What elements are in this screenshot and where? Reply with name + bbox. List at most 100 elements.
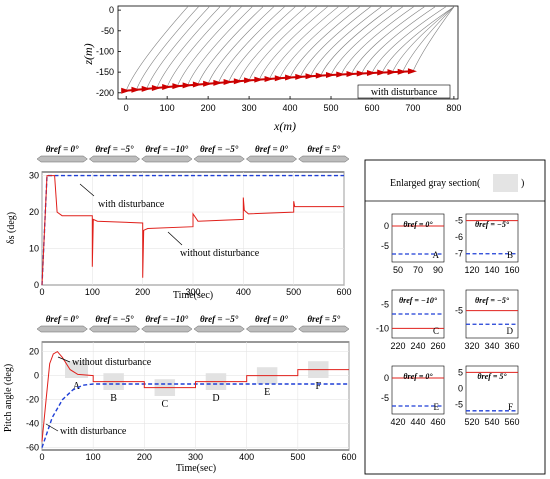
trajectory-xtick-label: 500 <box>323 103 338 113</box>
pitch-xlabel: Time(sec) <box>176 463 216 474</box>
trajectory-curve <box>381 6 455 73</box>
reference-label: θref = 0° <box>46 314 79 324</box>
panel-ref-label: θref = 5° <box>477 372 507 381</box>
rudder-xlabel: Time(sec) <box>173 290 213 301</box>
panel-ytick-label: -5 <box>455 306 463 316</box>
enlarged-close: ) <box>521 178 524 189</box>
pitch-xtick-label: 400 <box>239 452 254 462</box>
panel-xtick-label: 420 <box>390 417 405 427</box>
rudder-arrow-without <box>167 231 183 246</box>
panel-ytick-label: -10 <box>376 323 389 333</box>
rudder-arrow-with <box>79 183 95 197</box>
trajectory-ylabel: z(m) <box>81 43 95 65</box>
enlarged-section: Enlarged gray section( ) θref = 0°A0-550… <box>364 159 546 475</box>
pitch-ytick-label: 20 <box>29 347 39 357</box>
panel-ref-label: θref = −10° <box>399 296 438 305</box>
panel-xtick-label: 240 <box>410 341 425 351</box>
pitch-box-label: A <box>73 381 81 392</box>
panel-ytick-label: -5 <box>455 216 463 226</box>
panel-letter: B <box>507 250 513 260</box>
rudder-series <box>41 174 344 286</box>
panel-ytick-label: 5 <box>458 367 463 377</box>
pitch-arrow-with <box>45 423 59 432</box>
panel-ref-label: θref = 0° <box>403 220 433 229</box>
pitch-gray-box <box>65 361 89 378</box>
pitch-xtick-label: 600 <box>341 452 356 462</box>
trajectory-arrowhead <box>203 80 213 87</box>
trajectory-curve <box>259 6 328 80</box>
rudder-xtick-label: 600 <box>336 287 351 297</box>
reference-arrow <box>88 325 141 333</box>
trajectory-curve <box>289 6 360 78</box>
pitch-annotation-with: with disturbance <box>60 426 127 437</box>
trajectory-curve <box>207 6 274 84</box>
reference-bar-top: θref = 0° θref = −5° θref = −10° θref = −5°… <box>36 144 350 163</box>
rudder-xtick-label: 0 <box>39 287 44 297</box>
panel-xtick-label: 90 <box>433 265 443 275</box>
trajectory-curve <box>412 6 455 72</box>
trajectory-arrowhead <box>305 73 315 80</box>
rudder-xtick-label: 500 <box>286 287 301 297</box>
rudder-ytick-label: 30 <box>29 171 39 181</box>
rudder-series-with-disturbance <box>41 174 344 286</box>
trajectory-curve <box>248 6 317 81</box>
trajectory-curve <box>166 6 231 88</box>
trajectory-curve <box>371 6 446 74</box>
pitch-box-label: E <box>264 387 270 398</box>
trajectory-plot: 0 100 200 300 400 500 600 700 800 0 -50 -100 -150 -20… <box>81 5 461 133</box>
panel-ytick-label: -5 <box>381 393 389 403</box>
pitch-xtick-label: 100 <box>86 452 101 462</box>
pitch-xtick-label: 500 <box>290 452 305 462</box>
reference-bar-bottom: θref = 0° θref = −5° θref = −10° θref = −5°… <box>36 314 350 333</box>
panel-ref-label: θref = 0° <box>403 372 433 381</box>
panel-ytick-label: -5 <box>381 241 389 251</box>
reference-arrow <box>36 325 88 333</box>
panel-xtick-label: 320 <box>464 341 479 351</box>
enlarged-swatch <box>493 174 518 192</box>
pitch-ytick-label: -20 <box>26 395 39 405</box>
panel-ref-label: θref = −5° <box>475 296 510 305</box>
reference-label: θref = 5° <box>307 144 340 154</box>
pitch-box-label: D <box>212 393 219 404</box>
trajectory-ytick-label: -50 <box>101 26 114 36</box>
trajectory-arrowhead <box>356 70 366 77</box>
trajectory-curve <box>320 6 393 76</box>
trajectory-arrowhead <box>182 82 192 89</box>
pitch-ylabel: Pitch angle (deg) <box>3 364 14 432</box>
trajectory-curve <box>392 6 455 73</box>
panel-ytick-label: 0 <box>384 221 389 231</box>
reference-arrow <box>88 155 141 163</box>
panel-ref-label: θref = −5° <box>475 220 510 229</box>
reference-arrow <box>141 325 193 333</box>
rudder-ytick-label: 10 <box>29 244 39 254</box>
trajectory-xlabel: x(m) <box>273 119 296 133</box>
trajectory-arrowhead <box>131 86 141 93</box>
trajectory-curve <box>351 6 425 75</box>
panel-xtick-label: 260 <box>430 341 445 351</box>
pitch-xtick-label: 300 <box>188 452 203 462</box>
panel-xtick-label: 160 <box>504 265 519 275</box>
trajectory-arrowhead <box>233 78 243 85</box>
trajectory-xtick-label: 200 <box>201 103 216 113</box>
panel-letter: F <box>508 402 513 412</box>
trajectory-arrowhead <box>192 81 202 88</box>
reference-label: θref = −5° <box>95 314 134 324</box>
panel-letter: E <box>434 402 440 412</box>
reference-label: θref = −5° <box>95 144 134 154</box>
trajectory-arrowhead <box>377 69 387 76</box>
rudder-ylabel: δs (deg) <box>6 212 17 244</box>
panel-xtick-label: 440 <box>410 417 425 427</box>
trajectory-curve <box>187 6 253 86</box>
panel-xtick-label: 340 <box>484 341 499 351</box>
trajectory-arrowhead <box>315 72 325 79</box>
trajectory-arrowhead <box>254 76 264 83</box>
trajectory-arrowhead <box>387 69 397 76</box>
trajectory-curve <box>300 6 371 78</box>
reference-label: θref = −10° <box>145 144 188 154</box>
pitch-box-label: B <box>110 393 117 404</box>
reference-label: θref = 0° <box>46 144 79 154</box>
trajectory-ticks: 0 100 200 300 400 500 600 700 800 0 -50 -100 -150 -20… <box>96 5 461 113</box>
